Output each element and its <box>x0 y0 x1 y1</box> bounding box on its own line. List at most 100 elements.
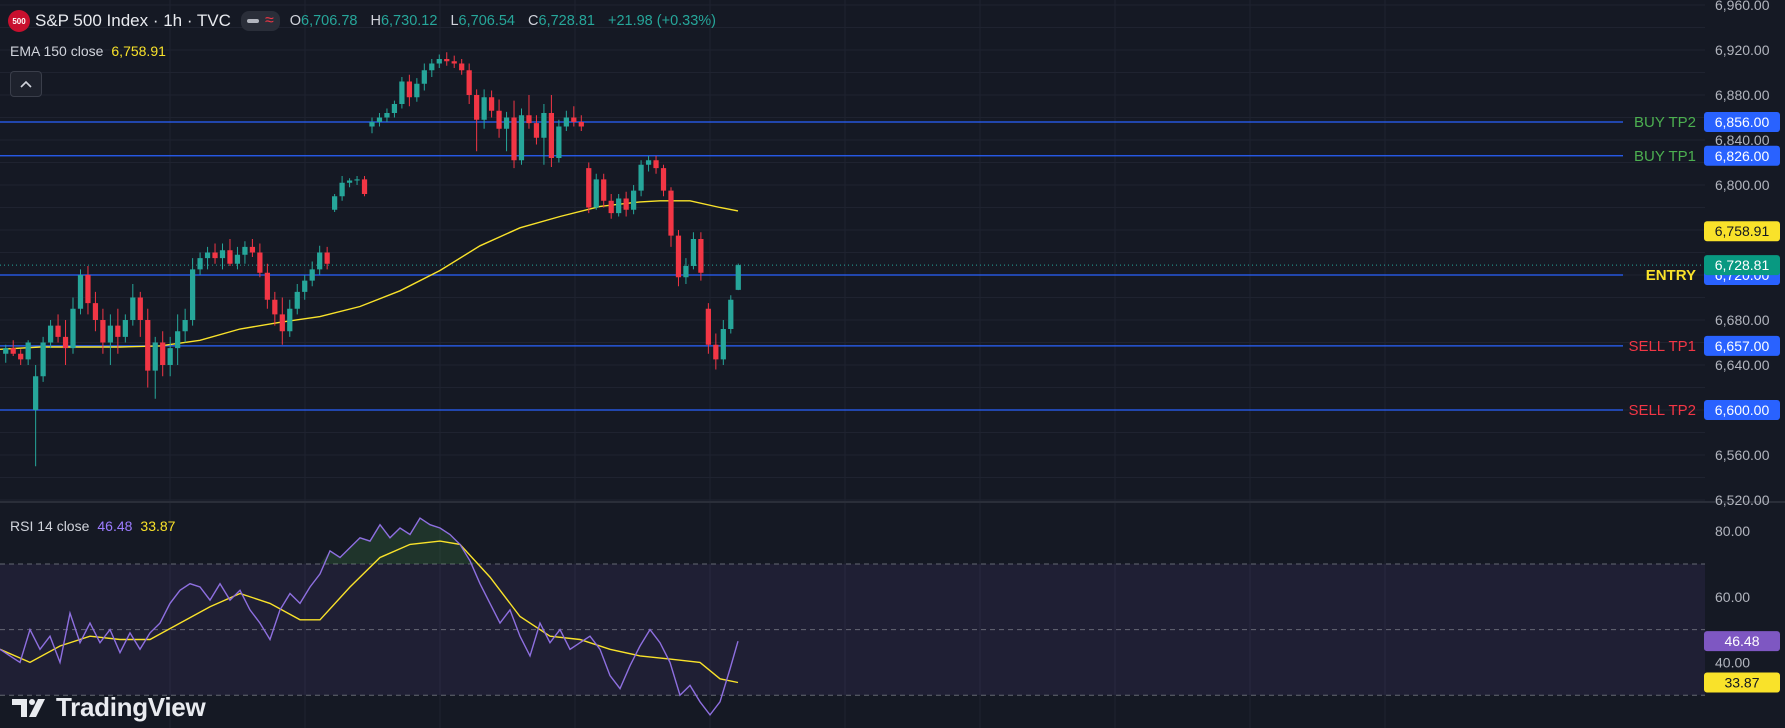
candle[interactable] <box>660 168 667 191</box>
candle[interactable] <box>705 308 711 345</box>
candle[interactable] <box>354 179 360 181</box>
level-price-tag[interactable] <box>1704 112 1780 132</box>
candle[interactable] <box>227 250 233 264</box>
candle[interactable] <box>459 63 465 71</box>
candle[interactable] <box>115 325 121 337</box>
candle[interactable] <box>533 123 540 138</box>
symbol-logo-icon[interactable]: 500 <box>8 10 30 32</box>
candle[interactable] <box>55 325 61 337</box>
rsi-ma-line[interactable] <box>0 540 739 684</box>
candle[interactable] <box>735 265 741 290</box>
candle[interactable] <box>675 235 682 278</box>
candle[interactable] <box>18 353 24 360</box>
candle[interactable] <box>160 342 166 366</box>
candle[interactable] <box>638 164 644 191</box>
candle[interactable] <box>242 246 248 255</box>
candle[interactable] <box>631 190 637 210</box>
candle[interactable] <box>503 117 510 129</box>
candle[interactable] <box>10 348 16 354</box>
candle[interactable] <box>182 320 188 332</box>
candle[interactable] <box>234 254 241 264</box>
candle[interactable] <box>122 320 128 337</box>
candle[interactable] <box>317 252 323 270</box>
candle[interactable] <box>623 198 629 210</box>
candle[interactable] <box>130 297 136 321</box>
candle[interactable] <box>720 329 726 360</box>
candle[interactable] <box>436 59 442 64</box>
candle[interactable] <box>369 122 375 127</box>
rsi-line[interactable] <box>0 517 739 717</box>
candle[interactable] <box>62 336 69 349</box>
candle[interactable] <box>601 179 607 201</box>
candle[interactable] <box>518 115 525 161</box>
candle[interactable] <box>713 344 719 360</box>
candle[interactable] <box>526 115 532 124</box>
candle[interactable] <box>197 258 203 270</box>
candle[interactable] <box>279 314 285 332</box>
candle[interactable] <box>100 320 106 343</box>
candle[interactable] <box>264 272 270 300</box>
candle[interactable] <box>548 113 555 158</box>
market-status-pill[interactable]: ≈ <box>240 11 280 31</box>
level-price-tag[interactable] <box>1704 335 1780 356</box>
candle[interactable] <box>391 104 398 113</box>
candle[interactable] <box>85 275 91 304</box>
collapse-legend-button[interactable] <box>10 71 42 97</box>
candle[interactable] <box>728 299 734 329</box>
candle[interactable] <box>668 190 674 236</box>
candle[interactable] <box>257 252 263 273</box>
candle[interactable] <box>593 179 599 208</box>
candle[interactable] <box>556 126 562 159</box>
candle[interactable] <box>376 117 383 123</box>
candle[interactable] <box>421 70 427 84</box>
candle[interactable] <box>414 83 420 98</box>
candle[interactable] <box>481 97 487 120</box>
candle[interactable] <box>406 81 412 98</box>
candle[interactable] <box>399 81 405 105</box>
candle[interactable] <box>451 61 457 64</box>
candle[interactable] <box>511 117 517 161</box>
level-price-tag[interactable] <box>1704 400 1780 420</box>
ema-indicator-legend[interactable]: EMA 150 close 6,758.91 <box>10 43 166 59</box>
candle[interactable] <box>309 269 315 281</box>
candle[interactable] <box>25 342 31 360</box>
candle[interactable] <box>332 196 338 210</box>
candle[interactable] <box>189 269 196 320</box>
candle[interactable] <box>302 280 308 292</box>
rsi-value-tag[interactable] <box>1704 631 1780 652</box>
candle[interactable] <box>578 122 584 127</box>
candle[interactable] <box>324 252 330 264</box>
candle[interactable] <box>33 376 39 410</box>
candle[interactable] <box>287 308 293 332</box>
candle[interactable] <box>608 200 614 214</box>
candle[interactable] <box>92 303 99 320</box>
rsi-indicator-legend[interactable]: RSI 14 close 46.48 33.87 <box>10 518 175 534</box>
level-price-tag[interactable] <box>1704 145 1780 166</box>
candle[interactable] <box>563 117 569 127</box>
candle[interactable] <box>586 168 592 208</box>
candle[interactable] <box>137 297 143 321</box>
candle[interactable] <box>219 250 226 259</box>
candle[interactable] <box>616 198 622 214</box>
candle[interactable] <box>429 63 435 71</box>
candle[interactable] <box>249 246 256 253</box>
candle[interactable] <box>444 59 450 62</box>
candle[interactable] <box>294 291 300 309</box>
candle[interactable] <box>167 348 173 365</box>
current-price-tag[interactable] <box>1704 255 1780 276</box>
candle[interactable] <box>70 308 76 349</box>
candle[interactable] <box>204 252 211 259</box>
tradingview-logo[interactable]: TradingView <box>12 692 206 723</box>
candle[interactable] <box>152 342 158 371</box>
candle[interactable] <box>698 239 704 273</box>
candle[interactable] <box>466 70 472 95</box>
ema-price-tag[interactable] <box>1704 221 1780 242</box>
candle[interactable] <box>653 160 659 169</box>
candle[interactable] <box>107 325 113 343</box>
candle[interactable] <box>645 160 652 165</box>
candle[interactable] <box>690 239 697 266</box>
candle[interactable] <box>474 95 480 120</box>
ema-line[interactable] <box>0 200 739 350</box>
candle[interactable] <box>77 275 84 309</box>
